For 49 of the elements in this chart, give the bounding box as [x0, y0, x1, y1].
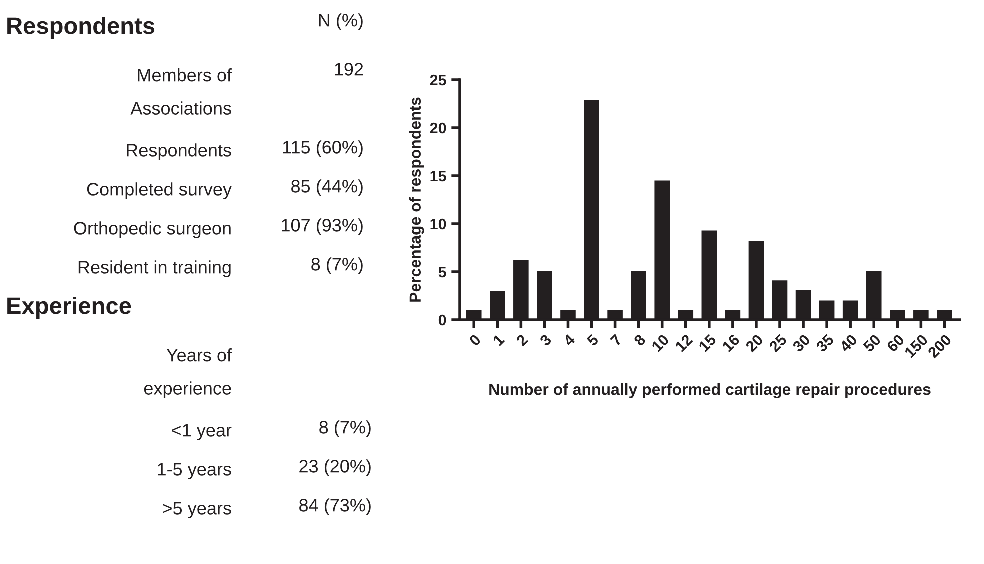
x-tick-label: 30 [792, 334, 812, 353]
y-tick-label: 15 [430, 171, 446, 182]
category-label: Completed survey [87, 182, 232, 200]
x-tick-label: 7 [610, 334, 623, 347]
text: 84 (73%) [300, 498, 371, 516]
text: 192 [335, 63, 364, 76]
y-tick-label: 25 [430, 74, 446, 86]
text: 8 (7%) [320, 420, 371, 438]
category-label: Years of experience [144, 348, 232, 399]
y-tick-label: 10 [430, 218, 446, 230]
text: 107 (93%) [282, 218, 363, 236]
text: Experience [8, 296, 132, 320]
text: 115 (60%) [283, 140, 363, 158]
x-tick-label: 20 [745, 334, 764, 353]
category-label: Members of Associations [130, 68, 232, 115]
x-tick-label: 15 [698, 334, 718, 352]
category-label: Orthopedic surgeon [74, 222, 231, 238]
category-label: 1-5 years [158, 463, 232, 480]
x-tick-label: 200 [927, 334, 952, 359]
category-label: >5 years [163, 502, 232, 518]
y-tick-label: 5 [438, 267, 446, 278]
x-tick-label: 25 [768, 334, 788, 353]
x-tick-label: 10 [651, 334, 670, 352]
x-tick-label: 2 [516, 334, 529, 347]
y-tick-label: 0 [438, 314, 446, 326]
text: 8 (7%) [312, 258, 363, 274]
x-tick-label: 5 [586, 334, 600, 347]
category-label: Resident in training [78, 260, 231, 278]
category-label: Respondents [127, 144, 232, 160]
x-tick-label: 16 [722, 334, 740, 352]
text: 85 (44%) [292, 180, 363, 196]
x-tick-label: 40 [839, 334, 858, 353]
x-tick-label: 60 [886, 334, 906, 353]
x-tick-label: 50 [862, 334, 882, 353]
x-tick-label: 3 [539, 334, 552, 347]
x-tick-label: 35 [816, 334, 835, 353]
x-tick-label: 12 [674, 334, 694, 352]
text: N (%) [319, 14, 363, 30]
y-axis-title: Percentage of respondents [409, 98, 424, 302]
text: 23 (20%) [300, 460, 371, 476]
category-label: <1 year [172, 424, 232, 440]
x-axis-title: Number of annually performed cartilage repair procedures [490, 384, 931, 398]
x-tick-label: 1 [492, 334, 506, 346]
y-tick-label: 20 [430, 122, 446, 134]
x-tick-label: 0 [468, 334, 482, 347]
x-tick-label: 150 [904, 334, 929, 358]
text: Respondents [8, 16, 155, 40]
x-tick-label: 4 [562, 334, 576, 347]
x-tick-label: 8 [633, 334, 646, 347]
